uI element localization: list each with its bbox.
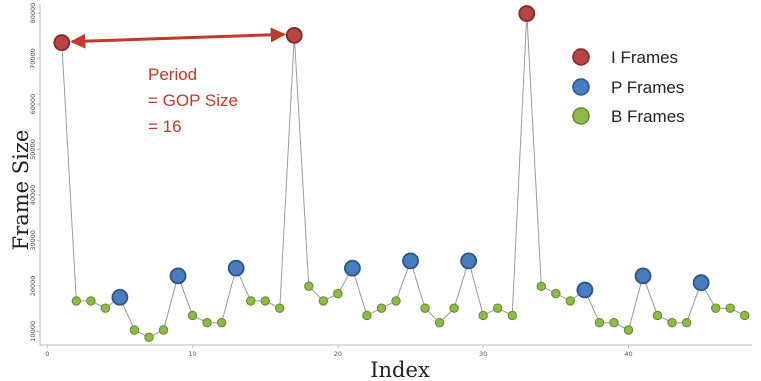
x-axis-title: Index	[370, 358, 430, 381]
b-frame-point	[551, 288, 561, 299]
y-tick-label: 70000	[29, 48, 37, 69]
b-frame-point	[202, 318, 212, 328]
annotation-line-2: = GOP Size	[148, 91, 238, 110]
p-frame-point	[692, 274, 710, 292]
b-frame-point	[216, 318, 227, 328]
b-frame-point	[144, 332, 154, 342]
b-frame-point	[129, 325, 140, 335]
x-tick-label: 30	[479, 350, 487, 358]
b-frame-point	[304, 281, 314, 292]
b-frame-point	[434, 318, 445, 328]
b-frame-point	[725, 303, 735, 313]
b-frame-point	[187, 310, 198, 321]
b-frame-point	[420, 303, 430, 313]
p-frame-point	[634, 267, 652, 285]
i-frame-point	[53, 34, 71, 52]
legend-marker-i-frames	[572, 48, 590, 66]
legend-marker-p-frames	[572, 78, 590, 96]
b-frame-point	[740, 310, 750, 321]
legend-marker-b-frames	[572, 107, 590, 125]
b-frame-point	[86, 296, 96, 306]
b-frame-point	[318, 296, 329, 306]
y-tick-label: 40000	[29, 185, 37, 206]
x-tick-label: 0	[45, 350, 49, 358]
i-frame-point	[285, 26, 303, 44]
b-frame-point	[623, 325, 634, 335]
b-frame-point	[100, 303, 111, 313]
y-tick-label: 60000	[29, 94, 37, 115]
x-tick-label: 20	[334, 350, 342, 358]
i-frame-point	[518, 5, 536, 22]
x-tick-label: 10	[188, 350, 196, 358]
b-frame-point	[507, 310, 517, 321]
y-tick-label: 80000	[29, 3, 37, 24]
y-axis-title: Frame Size	[9, 130, 33, 251]
frame-size-line	[61, 13, 745, 338]
b-frame-point	[478, 310, 488, 321]
b-frame-point	[275, 303, 285, 313]
p-frame-point	[344, 259, 361, 277]
b-frame-point	[245, 296, 256, 306]
p-frame-point	[227, 259, 245, 277]
p-frame-point	[169, 267, 187, 285]
y-tick-label: 10000	[29, 321, 37, 342]
p-frame-point	[460, 252, 478, 270]
b-frame-point	[710, 303, 721, 313]
b-frame-point	[391, 296, 401, 306]
b-frame-point	[681, 318, 692, 328]
b-frame-point	[493, 303, 503, 313]
legend-label-p-frames: P Frames	[611, 78, 684, 97]
period-arrow	[70, 27, 286, 49]
p-frame-point	[402, 252, 419, 270]
b-frame-point	[609, 318, 619, 328]
b-frame-point	[536, 281, 547, 292]
p-frame-point	[111, 288, 129, 306]
b-frame-point	[449, 303, 459, 313]
b-frame-point	[652, 310, 663, 321]
x-tick-label: 40	[624, 350, 632, 358]
b-frame-point	[260, 296, 270, 306]
y-tick-label: 30000	[29, 230, 37, 251]
y-axis-ticks: 10000 20000 30000 40000 50000 60000 70000 80000	[29, 3, 40, 342]
annotation-line-1: Period	[148, 65, 197, 84]
b-frame-point	[565, 296, 576, 306]
annotation-line-3: = 16	[148, 117, 182, 136]
y-tick-label: 20000	[29, 276, 37, 297]
legend-label-b-frames: B Frames	[611, 107, 685, 126]
x-axis-ticks: 0 10 20 30 40	[45, 345, 633, 358]
legend: I Frames P Frames B Frames	[572, 48, 685, 126]
p-frame-point	[576, 281, 594, 299]
b-frame-point	[362, 310, 372, 321]
b-frame-point	[333, 288, 343, 299]
b-frame-point	[376, 303, 387, 313]
y-tick-label: 50000	[29, 139, 37, 160]
frame-points	[53, 5, 750, 342]
legend-label-i-frames: I Frames	[611, 48, 678, 67]
b-frame-point	[667, 318, 677, 328]
b-frame-point	[158, 325, 169, 335]
b-frame-point	[594, 318, 605, 328]
b-frame-point	[71, 296, 82, 306]
